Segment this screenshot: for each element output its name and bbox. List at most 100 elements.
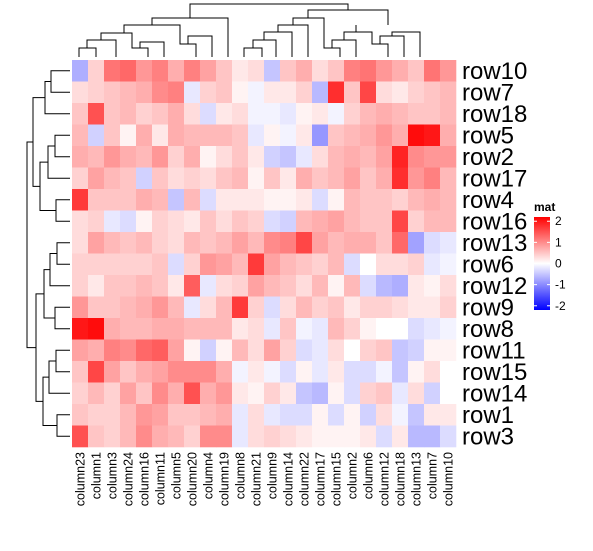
heatmap-cell	[376, 232, 393, 254]
heatmap-cell	[392, 103, 409, 125]
column-label: column18	[394, 452, 408, 506]
heatmap-cell	[424, 425, 441, 448]
heatmap-cell	[136, 81, 153, 104]
heatmap-cell	[344, 189, 361, 211]
heatmap-cell	[440, 146, 457, 168]
heatmap-cell	[136, 425, 153, 448]
heatmap-cell	[216, 189, 233, 211]
heatmap-cell	[200, 210, 217, 233]
heatmap-cell	[88, 361, 105, 383]
heatmap-cell	[392, 124, 409, 147]
heatmap-cell	[200, 382, 217, 405]
heatmap-cell	[360, 81, 377, 104]
heatmap-cell	[344, 339, 361, 362]
heatmap-cell	[152, 361, 169, 383]
heatmap-cell	[104, 81, 121, 104]
heatmap-cell	[280, 167, 297, 190]
heatmap-cell	[440, 318, 457, 340]
heatmap-cell	[440, 425, 457, 448]
heatmap-cell	[200, 146, 217, 168]
heatmap-cell	[392, 189, 409, 211]
heatmap-cell	[376, 425, 393, 448]
column-label: column7	[426, 452, 440, 499]
heatmap-cell	[120, 103, 137, 125]
heatmap-cell	[104, 210, 121, 233]
heatmap-cell	[392, 318, 409, 340]
heatmap-cell	[88, 318, 105, 340]
heatmap-cell	[104, 361, 121, 383]
heatmap-cell	[424, 81, 441, 104]
heatmap-cell	[72, 232, 89, 254]
heatmap-cell	[296, 425, 313, 448]
heatmap-cell	[120, 425, 137, 448]
heatmap-cell	[360, 167, 377, 190]
heatmap-cell	[264, 253, 281, 276]
legend-title: mat	[534, 200, 555, 214]
heatmap-cell	[312, 146, 329, 168]
legend-tick-label: -1	[555, 278, 566, 292]
heatmap-cell	[200, 103, 217, 125]
heatmap-cell	[296, 232, 313, 254]
row-label: row14	[462, 380, 527, 407]
heatmap-cell	[104, 404, 121, 426]
legend-colorbar	[534, 217, 550, 310]
heatmap-cell	[376, 81, 393, 104]
heatmap-cell	[408, 189, 425, 211]
heatmap-cell	[136, 124, 153, 147]
heatmap-cell	[328, 425, 345, 448]
heatmap-cell	[360, 189, 377, 211]
heatmap-cell	[264, 232, 281, 254]
heatmap-cell	[248, 167, 265, 190]
row-label: row6	[462, 251, 514, 278]
heatmap-cell	[392, 296, 409, 319]
heatmap-cell	[248, 189, 265, 211]
heatmap-cell	[184, 361, 201, 383]
heatmap-cell	[296, 210, 313, 233]
heatmap-cell	[200, 318, 217, 340]
heatmap-cell	[168, 232, 185, 254]
heatmap-cell	[88, 103, 105, 125]
heatmap-cell	[248, 296, 265, 319]
heatmap-cell	[328, 124, 345, 147]
heatmap-cell	[120, 189, 137, 211]
heatmap-cell	[392, 210, 409, 233]
heatmap-cell	[168, 382, 185, 405]
heatmap-cell	[104, 253, 121, 276]
heatmap-cell	[136, 189, 153, 211]
heatmap-cell	[408, 232, 425, 254]
heatmap-cell	[392, 146, 409, 168]
heatmap-cell	[200, 81, 217, 104]
heatmap-cell	[424, 103, 441, 125]
column-label: column4	[202, 452, 216, 499]
heatmap-cell	[168, 404, 185, 426]
row-dendrogram	[26, 70, 70, 437]
heatmap-cell	[152, 318, 169, 340]
heatmap-cell	[104, 382, 121, 405]
heatmap-cell	[232, 189, 249, 211]
heatmap-cell	[88, 296, 105, 319]
legend-tick-label: 0	[555, 257, 562, 271]
heatmap-cell	[296, 81, 313, 104]
heatmap-cell	[424, 253, 441, 276]
heatmap-cell	[408, 60, 425, 82]
heatmap-cell	[280, 103, 297, 125]
heatmap-cell	[360, 339, 377, 362]
column-label: column6	[362, 452, 376, 499]
heatmap-cell	[440, 382, 457, 405]
heatmap-cell	[328, 146, 345, 168]
heatmap-cell	[440, 81, 457, 104]
heatmap-cell	[120, 404, 137, 426]
row-label: row8	[462, 316, 514, 343]
heatmap-cell	[72, 253, 89, 276]
heatmap-cell	[184, 60, 201, 82]
heatmap-cell	[248, 60, 265, 82]
heatmap-cell	[88, 382, 105, 405]
heatmap-cell	[184, 275, 201, 297]
heatmap-cell	[232, 361, 249, 383]
heatmap-cell	[328, 361, 345, 383]
row-labels: row10row7row18row5row2row17row4row16row1…	[462, 58, 527, 451]
heatmap-cell	[328, 232, 345, 254]
column-label: column21	[250, 452, 264, 506]
column-label: column11	[154, 452, 168, 505]
heatmap-cell	[232, 124, 249, 147]
